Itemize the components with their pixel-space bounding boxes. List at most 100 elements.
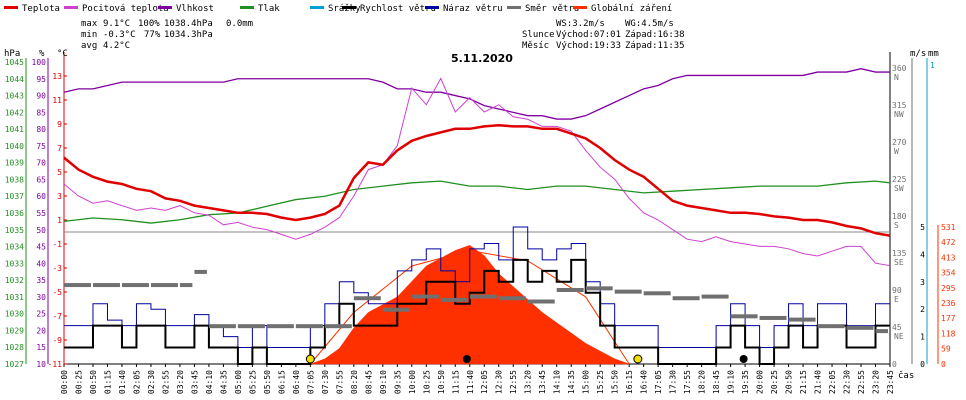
x-tick-label: 12:05 — [480, 370, 489, 394]
x-tick-label: 22:55 — [857, 370, 866, 394]
sunrise-marker — [305, 354, 315, 364]
legend-label: Náraz větru — [443, 4, 503, 14]
pressure-tick: 1033 — [5, 259, 24, 268]
hum-tick: 35 — [36, 276, 46, 285]
dir-tick: 180 — [892, 212, 907, 221]
temperature-line — [63, 123, 891, 237]
temp-tick: 1 — [57, 216, 62, 225]
pressure-tick: 1039 — [5, 159, 24, 168]
x-tick-label: 07:30 — [321, 370, 330, 394]
stat-avg-temp: 4.2°C — [103, 41, 130, 51]
humidity-line — [63, 68, 890, 120]
x-tick-label: 16:40 — [640, 370, 649, 394]
pressure-tick: 1045 — [5, 58, 24, 67]
x-tick-label: 15:25 — [596, 370, 605, 394]
pressure-tick: 1037 — [5, 192, 24, 201]
pressure-tick: 1041 — [5, 125, 24, 134]
stat-sunset: Západ:16:38 — [625, 30, 685, 40]
hum-tick: 85 — [36, 108, 46, 117]
hum-tick: 20 — [36, 326, 46, 335]
dir-tick: 270 — [892, 138, 907, 147]
rad-tick: 118 — [941, 329, 956, 338]
x-tick-label: 20:25 — [770, 370, 779, 394]
x-tick-label: 17:30 — [669, 370, 678, 394]
temp-tick: -3 — [52, 264, 62, 273]
hum-tick: 90 — [36, 92, 46, 101]
dir-tick: 90 — [892, 286, 902, 295]
rad-tick: 0 — [941, 360, 946, 369]
wind-direction-mark — [324, 324, 352, 329]
wind-direction-mark — [614, 289, 642, 294]
x-tick-label: 02:05 — [132, 370, 141, 394]
x-tick-label: 22:30 — [843, 370, 852, 394]
hum-tick: 15 — [36, 343, 46, 352]
pressure-unit: hPa — [4, 49, 20, 59]
rad-tick: 177 — [941, 314, 956, 323]
stat-max-press: 1038.4hPa — [164, 19, 213, 29]
dir-tick: 135 — [892, 249, 907, 258]
x-tick-label: 05:50 — [263, 370, 272, 394]
wind-direction-mark — [411, 294, 439, 299]
dir-tick-label: E — [894, 295, 899, 304]
x-tick-label: 10:25 — [422, 370, 431, 394]
x-tick-label: 07:05 — [306, 370, 315, 394]
legend-label: Teplota — [22, 4, 60, 14]
wind-direction-mark — [353, 296, 381, 301]
stat-min-label: min — [81, 30, 97, 40]
rain-tick: 1 — [930, 61, 935, 70]
legend-swatch — [64, 6, 78, 9]
legend-swatch — [425, 6, 439, 9]
wind-direction-mark — [266, 324, 294, 329]
x-tick-label: 23:20 — [872, 370, 881, 394]
legend-label: Tlak — [258, 4, 280, 14]
pressure-tick: 1040 — [5, 142, 24, 151]
pressure-tick: 1031 — [5, 293, 24, 302]
hum-tick: 45 — [36, 243, 46, 252]
wind-direction-mark — [194, 269, 207, 274]
x-tick-label: 13:20 — [524, 370, 533, 394]
wind-direction-mark — [121, 283, 149, 288]
pressure-line — [63, 180, 891, 224]
temp-tick: 5 — [57, 168, 62, 177]
x-tick-label: 20:50 — [785, 370, 794, 394]
wind-direction-mark — [208, 324, 236, 329]
stat-max-hum: 100% — [138, 19, 160, 29]
legend-swatch — [310, 6, 324, 9]
stat-ws: WS:3.2m/s — [556, 19, 605, 29]
x-tick-label: 04:35 — [219, 370, 228, 394]
x-tick-label: 16:15 — [625, 370, 634, 394]
x-tick-label: 15:00 — [582, 370, 591, 394]
legend-swatch — [342, 6, 356, 9]
x-tick-label: 22:05 — [828, 370, 837, 394]
rad-tick: 531 — [941, 223, 956, 232]
x-tick-label: 01:40 — [118, 370, 127, 394]
wind-direction-mark — [237, 324, 265, 329]
stats-panel: max 9.1°C 100% 1038.4hPa 0.0mm min -0.3°C 77% 10… — [81, 19, 685, 51]
x-tick-label: 08:45 — [364, 370, 373, 394]
sunset-marker — [633, 354, 643, 364]
legend-label: Pocitová teplota — [82, 4, 169, 14]
rain-unit: mm — [928, 49, 939, 59]
temp-tick: 9 — [57, 120, 62, 129]
legend-label: Vlhkost — [176, 4, 214, 14]
hum-tick: 100 — [32, 58, 47, 67]
hum-tick: 95 — [36, 75, 46, 84]
x-tick-label: 20:00 — [756, 370, 765, 394]
legend-label: Rychlost větru — [360, 4, 436, 14]
wind-direction-mark — [382, 307, 410, 312]
pressure-tick: 1035 — [5, 226, 24, 235]
x-tick-label: 17:05 — [654, 370, 663, 394]
dir-tick-label: SE — [894, 258, 904, 267]
x-tick-label: 03:45 — [190, 370, 199, 394]
wind-gust-line — [64, 226, 890, 349]
hum-tick: 10 — [36, 360, 46, 369]
legend-swatch — [573, 6, 587, 9]
dir-tick: 45 — [892, 323, 902, 332]
pressure-tick: 1029 — [5, 326, 24, 335]
x-tick-label: 23:45 — [886, 370, 895, 394]
x-tick-label: 06:40 — [292, 370, 301, 394]
pressure-tick: 1042 — [5, 108, 24, 117]
wind-direction-mark — [701, 294, 729, 299]
